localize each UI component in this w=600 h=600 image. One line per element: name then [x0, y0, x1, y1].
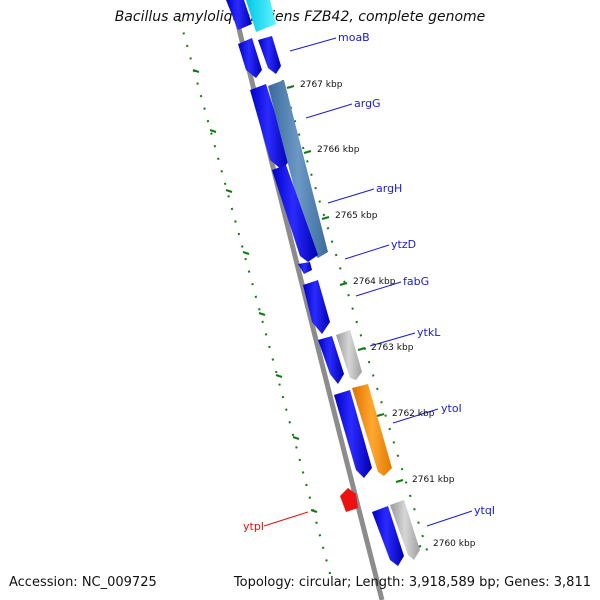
gene-label-argh[interactable]: argH	[376, 182, 402, 195]
axis-label: 2767 kbp	[300, 80, 343, 90]
gene-label-ytzd[interactable]: ytzD	[391, 238, 416, 251]
gene-arrow-ytoi-blue[interactable]	[334, 390, 372, 478]
axis-labels: 2767 kbp 2766 kbp 2765 kbp 2764 kbp 2763…	[300, 80, 476, 549]
axis-label: 2766 kbp	[317, 145, 360, 155]
gene-label-argg[interactable]: argG	[354, 97, 381, 110]
gene-arrow-ytqi-blue[interactable]	[372, 506, 404, 566]
gene-label-ytkl[interactable]: ytkL	[417, 326, 441, 339]
gene-arrow-ytkl-blue[interactable]	[318, 336, 344, 384]
gene-arrow-ytqi-gray[interactable]	[390, 500, 420, 560]
gene-arrow-top-blue[interactable]	[226, 0, 252, 30]
genome-summary-text: Topology: circular; Length: 3,918,589 bp…	[233, 575, 591, 590]
gene-arrow-moab-1[interactable]	[238, 38, 262, 78]
gene-arrow-argg[interactable]	[250, 84, 290, 170]
gene-label-ytpi[interactable]: ytpI	[243, 520, 264, 533]
gene-arrow-ytzd[interactable]	[298, 262, 312, 274]
gene-arrow-argh[interactable]	[272, 165, 318, 262]
label-leaders	[263, 37, 473, 527]
gene-arrow-moab-2[interactable]	[258, 36, 281, 74]
axis-label: 2761 kbp	[412, 475, 455, 485]
axis-label: 2765 kbp	[335, 211, 378, 221]
axis-label: 2763 kbp	[371, 343, 414, 353]
gene-features	[226, 0, 420, 566]
axis-label: 2760 kbp	[433, 539, 476, 549]
axis-label: 2762 kbp	[392, 409, 435, 419]
gene-arrow-ytkl-gray[interactable]	[336, 330, 362, 380]
inner-tick-track	[179, 19, 334, 586]
map-title: Bacillus amyloliquefaciens FZB42, comple…	[114, 9, 486, 25]
gene-label-moab[interactable]: moaB	[338, 31, 370, 44]
gene-label-fabg[interactable]: fabG	[403, 275, 429, 288]
genome-backbone	[229, 0, 385, 600]
gene-arrow-ytpi-red[interactable]	[340, 488, 358, 512]
gene-arrow-ytoi-orange[interactable]	[352, 384, 392, 476]
gene-labels: moaB argG argH ytzD fabG ytkL ytoI ytqI …	[243, 31, 495, 533]
right-long-ticks	[286, 85, 422, 549]
gene-label-ytqi[interactable]: ytqI	[474, 504, 495, 517]
left-long-ticks	[192, 69, 318, 513]
gene-arrow-fabg[interactable]	[303, 280, 330, 334]
gene-arrow-top-cyan[interactable]	[246, 0, 276, 32]
gene-label-ytoi[interactable]: ytoI	[441, 402, 462, 415]
accession-text: Accession: NC_009725	[9, 575, 157, 590]
axis-label: 2764 kbp	[353, 277, 396, 287]
gene-arrow-argg-steel[interactable]	[268, 80, 328, 258]
